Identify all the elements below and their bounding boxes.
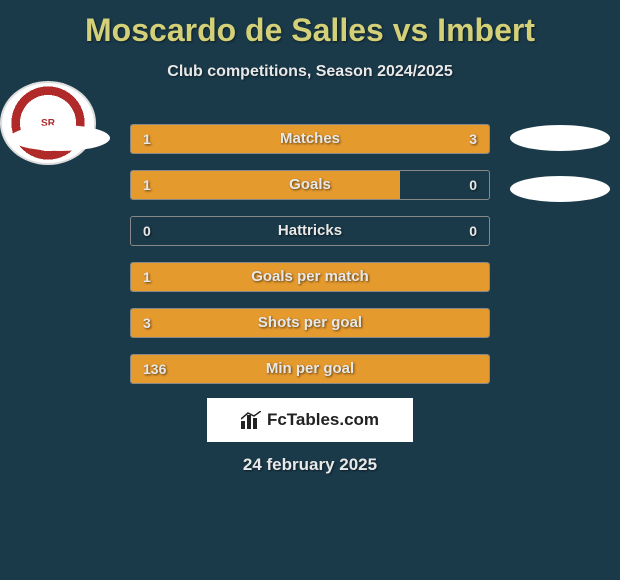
stat-bar-label: Goals per match <box>131 263 489 291</box>
stat-bar: Hattricks0 0 <box>130 216 490 246</box>
left-team-oval-icon <box>10 125 110 151</box>
stat-bar: Shots per goal3 <box>130 308 490 338</box>
stat-bar-value-left: 3 <box>143 309 151 337</box>
stat-bar-label: Hattricks <box>131 217 489 245</box>
stats-bars: Matches13Goals10Hattricks00Goals per mat… <box>130 124 490 400</box>
right-team-oval-icon <box>510 125 610 151</box>
stat-bar: Goals per match1 <box>130 262 490 292</box>
stat-bar-value-right: 0 <box>469 217 477 245</box>
stat-bar-value-left: 1 <box>143 171 151 199</box>
stat-bar-label: Shots per goal <box>131 309 489 337</box>
stat-bar-value-right: 3 <box>469 125 477 153</box>
stat-bar-label: Goals <box>131 171 489 199</box>
stat-bar-value-right: 0 <box>469 171 477 199</box>
stat-bar-value-left: 0 <box>143 217 151 245</box>
infographic-date: 24 february 2025 <box>0 455 620 475</box>
chart-icon <box>241 411 261 429</box>
left-team-crest-icon: SR <box>0 81 96 165</box>
stat-bar: Goals1 0 <box>130 170 490 200</box>
stat-bar-label: Matches <box>131 125 489 153</box>
stat-bar: Min per goal136 <box>130 354 490 384</box>
right-team-oval2-icon <box>510 176 610 202</box>
stat-bar-value-left: 1 <box>143 263 151 291</box>
stat-bar-value-left: 136 <box>143 355 166 383</box>
brand-label: FcTables.com <box>267 410 379 430</box>
stat-bar-label: Min per goal <box>131 355 489 383</box>
brand-logo[interactable]: FcTables.com <box>207 398 413 442</box>
comparison-title: Moscardo de Salles vs Imbert <box>0 0 620 49</box>
comparison-subtitle: Club competitions, Season 2024/2025 <box>0 63 620 81</box>
stat-bar-value-left: 1 <box>143 125 151 153</box>
stat-bar: Matches1 3 <box>130 124 490 154</box>
